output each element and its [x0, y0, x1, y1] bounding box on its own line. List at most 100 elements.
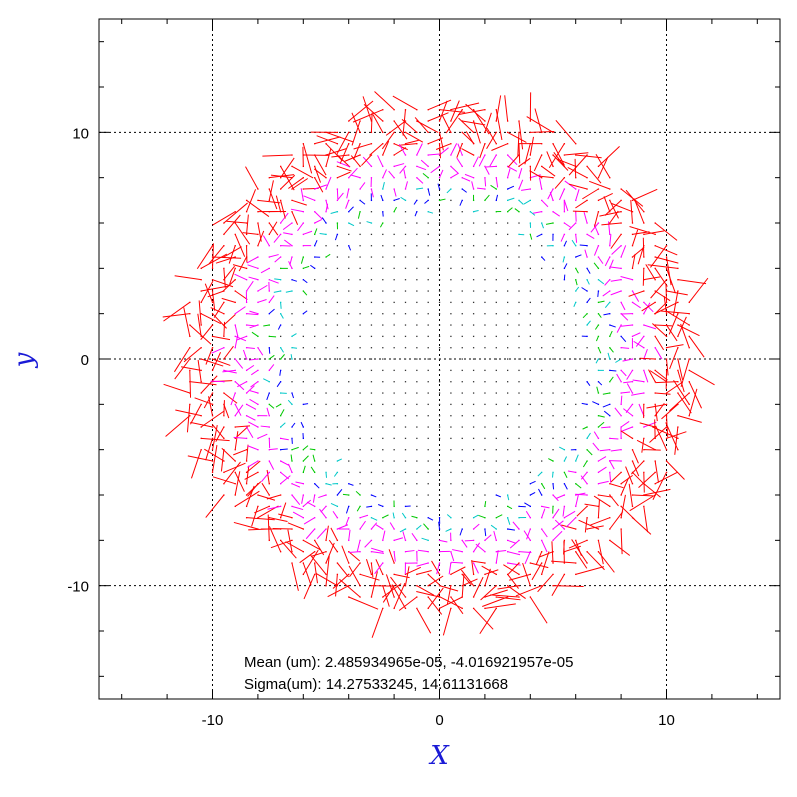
grid-point: [575, 551, 577, 553]
grid-point: [189, 358, 191, 360]
grid-point: [586, 233, 588, 236]
grid-point: [586, 279, 588, 281]
displacement-vector: [654, 268, 668, 287]
grid-point: [507, 551, 509, 553]
grid-point: [336, 426, 339, 428]
grid-point: [382, 324, 384, 326]
grid-point: [529, 596, 531, 598]
grid-point: [325, 460, 327, 462]
grid-point: [461, 301, 463, 304]
displacement-vector: [517, 132, 520, 157]
displacement-vector: [370, 188, 374, 198]
grid-point: [393, 562, 395, 564]
grid-point: [688, 369, 690, 372]
grid-point: [268, 245, 270, 247]
grid-point: [529, 539, 531, 542]
displacement-vector: [654, 290, 671, 302]
displacement-vector: [257, 433, 268, 439]
grid-point: [245, 381, 248, 383]
grid-point: [495, 415, 497, 417]
displacement-vector: [460, 569, 474, 586]
grid-point: [597, 301, 600, 304]
grid-point: [575, 528, 577, 530]
grid-point: [450, 279, 452, 281]
displacement-vector: [507, 207, 513, 213]
grid-point: [245, 460, 248, 462]
grid-point: [302, 301, 304, 304]
displacement-vector: [309, 448, 315, 451]
grid-point: [438, 607, 441, 610]
displacement-vector: [620, 494, 626, 518]
displacement-vector: [246, 415, 256, 421]
grid-point: [348, 528, 350, 530]
grid-point: [393, 188, 395, 190]
grid-point: [404, 177, 407, 179]
grid-point: [450, 437, 452, 440]
grid-point: [495, 483, 497, 485]
grid-point: [200, 335, 202, 338]
displacement-vector: [598, 456, 607, 462]
grid-point: [631, 358, 634, 360]
grid-point: [200, 358, 202, 360]
displacement-vector: [246, 256, 259, 264]
grid-point: [552, 313, 554, 315]
displacement-vector: [357, 211, 361, 219]
grid-point: [200, 313, 202, 315]
grid-point: [291, 539, 293, 542]
displacement-vector: [654, 471, 679, 485]
grid-point: [472, 177, 475, 179]
displacement-vector: [586, 551, 605, 571]
grid-point: [336, 245, 339, 247]
grid-point: [404, 120, 407, 122]
grid-point: [438, 143, 441, 145]
grid-point: [495, 358, 497, 360]
grid-point: [404, 301, 407, 304]
grid-point: [427, 449, 429, 451]
grid-point: [427, 494, 429, 496]
grid-point: [495, 154, 497, 156]
grid-point: [393, 539, 395, 542]
grid-point: [189, 301, 191, 304]
grid-point: [495, 256, 497, 258]
grid-point: [438, 460, 441, 462]
grid-point: [518, 131, 520, 134]
grid-point: [541, 539, 543, 542]
displacement-vector: [639, 422, 656, 428]
grid-point: [484, 426, 486, 428]
grid-point: [427, 154, 429, 156]
grid-point: [427, 426, 429, 428]
grid-point: [382, 347, 384, 349]
grid-point: [393, 120, 395, 122]
grid-point: [461, 562, 463, 564]
grid-point: [234, 437, 236, 440]
displacement-vector: [620, 477, 630, 496]
grid-point: [665, 392, 668, 394]
grid-point: [438, 358, 441, 360]
displacement-vector: [533, 211, 542, 214]
grid-point: [529, 415, 531, 417]
grid-point: [438, 539, 441, 542]
grid-point: [484, 358, 486, 360]
grid-point: [416, 177, 418, 179]
grid-point: [211, 245, 214, 247]
grid-point: [416, 267, 418, 270]
grid-point: [631, 517, 634, 519]
displacement-vector: [268, 354, 275, 360]
displacement-vector: [490, 524, 497, 530]
grid-point: [302, 494, 304, 496]
grid-point: [268, 539, 270, 542]
grid-point: [597, 165, 600, 168]
displacement-vector: [601, 222, 622, 226]
displacement-vector: [534, 108, 543, 133]
displacement-vector: [484, 589, 508, 598]
grid-point: [314, 539, 316, 542]
grid-point: [495, 245, 497, 247]
displacement-vector: [609, 324, 616, 328]
grid-point: [416, 188, 418, 190]
grid-point: [302, 143, 304, 145]
grid-point: [575, 188, 577, 190]
displacement-vector: [666, 381, 683, 394]
grid-point: [688, 301, 690, 304]
grid-point: [450, 245, 452, 247]
grid-point: [280, 505, 282, 508]
